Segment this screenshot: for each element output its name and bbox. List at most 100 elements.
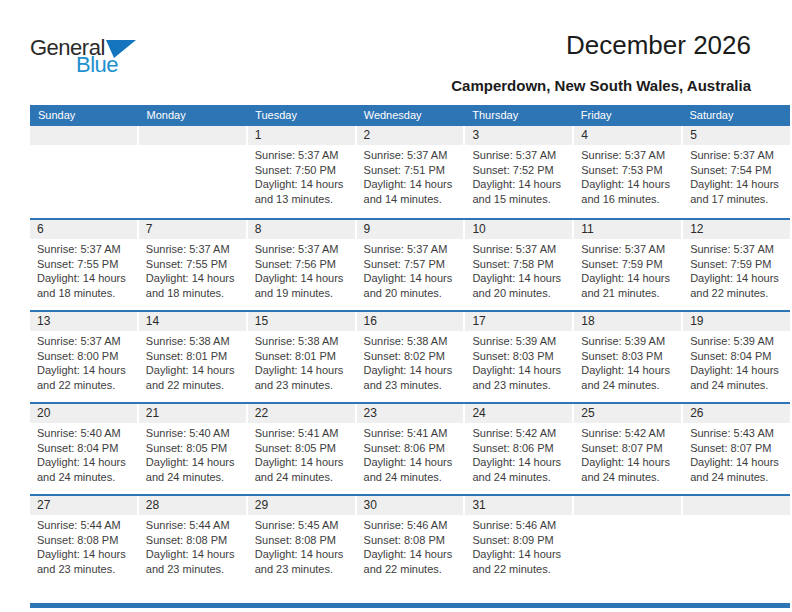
sunrise-line: Sunrise: 5:37 AM	[37, 334, 135, 349]
daylight-line-1: Daylight: 14 hours	[690, 455, 788, 470]
sunset-line: Sunset: 8:07 PM	[581, 441, 679, 456]
calendar-table: SundayMondayTuesdayWednesdayThursdayFrid…	[30, 105, 790, 586]
day-number: 27	[30, 496, 137, 515]
day-cell-21: 21Sunrise: 5:40 AMSunset: 8:05 PMDayligh…	[139, 404, 246, 494]
day-cell-7: 7Sunrise: 5:37 AMSunset: 7:55 PMDaylight…	[139, 220, 246, 310]
day-cell-5: 5Sunrise: 5:37 AMSunset: 7:54 PMDaylight…	[683, 126, 790, 218]
sunrise-line: Sunrise: 5:37 AM	[146, 242, 244, 257]
daylight-line-1: Daylight: 14 hours	[255, 363, 353, 378]
day-cell-1: 1Sunrise: 5:37 AMSunset: 7:50 PMDaylight…	[248, 126, 355, 218]
sunset-line: Sunset: 7:50 PM	[255, 163, 353, 178]
daylight-line-2: and 19 minutes.	[255, 286, 353, 301]
sunset-line: Sunset: 7:56 PM	[255, 257, 353, 272]
sunset-line: Sunset: 8:03 PM	[472, 349, 570, 364]
day-cell-14: 14Sunrise: 5:38 AMSunset: 8:01 PMDayligh…	[139, 312, 246, 402]
sunrise-line: Sunrise: 5:37 AM	[472, 148, 570, 163]
day-number	[30, 126, 137, 145]
day-cell-8: 8Sunrise: 5:37 AMSunset: 7:56 PMDaylight…	[248, 220, 355, 310]
calendar-month-title: December 2026	[566, 30, 751, 61]
week-row-4: 20Sunrise: 5:40 AMSunset: 8:04 PMDayligh…	[30, 402, 790, 494]
sun-info: Sunrise: 5:39 AMSunset: 8:04 PMDaylight:…	[683, 331, 790, 392]
day-number: 23	[357, 404, 464, 423]
sun-info: Sunrise: 5:37 AMSunset: 7:59 PMDaylight:…	[683, 239, 790, 300]
day-number: 28	[139, 496, 246, 515]
sun-info: Sunrise: 5:38 AMSunset: 8:02 PMDaylight:…	[357, 331, 464, 392]
daylight-line-2: and 23 minutes.	[255, 378, 353, 393]
daylight-line-1: Daylight: 14 hours	[364, 177, 462, 192]
daylight-line-1: Daylight: 14 hours	[690, 363, 788, 378]
day-number: 22	[248, 404, 355, 423]
sun-info: Sunrise: 5:37 AMSunset: 8:00 PMDaylight:…	[30, 331, 137, 392]
sun-info: Sunrise: 5:37 AMSunset: 7:55 PMDaylight:…	[30, 239, 137, 300]
sunset-line: Sunset: 7:59 PM	[690, 257, 788, 272]
day-cell-31: 31Sunrise: 5:46 AMSunset: 8:09 PMDayligh…	[465, 496, 572, 586]
sun-info: Sunrise: 5:39 AMSunset: 8:03 PMDaylight:…	[574, 331, 681, 392]
day-number: 21	[139, 404, 246, 423]
sun-info: Sunrise: 5:37 AMSunset: 7:59 PMDaylight:…	[574, 239, 681, 300]
day-number: 6	[30, 220, 137, 239]
sun-info: Sunrise: 5:41 AMSunset: 8:06 PMDaylight:…	[357, 423, 464, 484]
daylight-line-2: and 15 minutes.	[472, 192, 570, 207]
daylight-line-2: and 24 minutes.	[690, 470, 788, 485]
sun-info: Sunrise: 5:37 AMSunset: 7:50 PMDaylight:…	[248, 145, 355, 206]
daylight-line-1: Daylight: 14 hours	[364, 363, 462, 378]
sunrise-line: Sunrise: 5:41 AM	[255, 426, 353, 441]
sunrise-line: Sunrise: 5:42 AM	[472, 426, 570, 441]
sun-info: Sunrise: 5:37 AMSunset: 7:58 PMDaylight:…	[465, 239, 572, 300]
day-number: 7	[139, 220, 246, 239]
sunset-line: Sunset: 7:55 PM	[146, 257, 244, 272]
sunset-line: Sunset: 7:53 PM	[581, 163, 679, 178]
daylight-line-1: Daylight: 14 hours	[581, 363, 679, 378]
daylight-line-2: and 23 minutes.	[255, 562, 353, 577]
sunset-line: Sunset: 8:09 PM	[472, 533, 570, 548]
sun-info: Sunrise: 5:37 AMSunset: 7:53 PMDaylight:…	[574, 145, 681, 206]
sun-info: Sunrise: 5:37 AMSunset: 7:55 PMDaylight:…	[139, 239, 246, 300]
sunrise-line: Sunrise: 5:37 AM	[690, 148, 788, 163]
daylight-line-1: Daylight: 14 hours	[146, 455, 244, 470]
daylight-line-2: and 24 minutes.	[690, 378, 788, 393]
calendar-grid: 1Sunrise: 5:37 AMSunset: 7:50 PMDaylight…	[30, 126, 790, 586]
sun-info: Sunrise: 5:44 AMSunset: 8:08 PMDaylight:…	[30, 515, 137, 576]
sun-info: Sunrise: 5:44 AMSunset: 8:08 PMDaylight:…	[139, 515, 246, 576]
daylight-line-2: and 24 minutes.	[37, 470, 135, 485]
sunrise-line: Sunrise: 5:45 AM	[255, 518, 353, 533]
day-number: 16	[357, 312, 464, 331]
sun-info: Sunrise: 5:42 AMSunset: 8:06 PMDaylight:…	[465, 423, 572, 484]
daylight-line-1: Daylight: 14 hours	[472, 455, 570, 470]
sunrise-line: Sunrise: 5:37 AM	[255, 242, 353, 257]
sunset-line: Sunset: 8:08 PM	[364, 533, 462, 548]
calendar-location-subtitle: Camperdown, New South Wales, Australia	[451, 77, 751, 94]
daylight-line-1: Daylight: 14 hours	[581, 177, 679, 192]
daylight-line-2: and 24 minutes.	[581, 470, 679, 485]
sunrise-line: Sunrise: 5:40 AM	[37, 426, 135, 441]
sunrise-line: Sunrise: 5:37 AM	[472, 242, 570, 257]
sunset-line: Sunset: 7:52 PM	[472, 163, 570, 178]
sunrise-line: Sunrise: 5:37 AM	[364, 242, 462, 257]
daylight-line-1: Daylight: 14 hours	[146, 271, 244, 286]
day-number: 19	[683, 312, 790, 331]
day-number: 1	[248, 126, 355, 145]
day-cell-15: 15Sunrise: 5:38 AMSunset: 8:01 PMDayligh…	[248, 312, 355, 402]
sunset-line: Sunset: 8:08 PM	[37, 533, 135, 548]
day-cell-25: 25Sunrise: 5:42 AMSunset: 8:07 PMDayligh…	[574, 404, 681, 494]
day-cell-26: 26Sunrise: 5:43 AMSunset: 8:07 PMDayligh…	[683, 404, 790, 494]
sunrise-line: Sunrise: 5:37 AM	[581, 148, 679, 163]
day-cell-27: 27Sunrise: 5:44 AMSunset: 8:08 PMDayligh…	[30, 496, 137, 586]
sunrise-line: Sunrise: 5:44 AM	[146, 518, 244, 533]
daylight-line-2: and 23 minutes.	[37, 562, 135, 577]
sunset-line: Sunset: 8:04 PM	[690, 349, 788, 364]
daylight-line-2: and 21 minutes.	[581, 286, 679, 301]
sunset-line: Sunset: 8:02 PM	[364, 349, 462, 364]
day-number: 2	[357, 126, 464, 145]
sunset-line: Sunset: 8:04 PM	[37, 441, 135, 456]
daylight-line-1: Daylight: 14 hours	[364, 547, 462, 562]
day-number: 8	[248, 220, 355, 239]
sunset-line: Sunset: 7:55 PM	[37, 257, 135, 272]
daylight-line-2: and 22 minutes.	[364, 562, 462, 577]
daylight-line-2: and 24 minutes.	[146, 470, 244, 485]
sun-info: Sunrise: 5:38 AMSunset: 8:01 PMDaylight:…	[139, 331, 246, 392]
day-number	[574, 496, 681, 515]
daylight-line-2: and 23 minutes.	[146, 562, 244, 577]
day-number	[683, 496, 790, 515]
daylight-line-1: Daylight: 14 hours	[472, 271, 570, 286]
